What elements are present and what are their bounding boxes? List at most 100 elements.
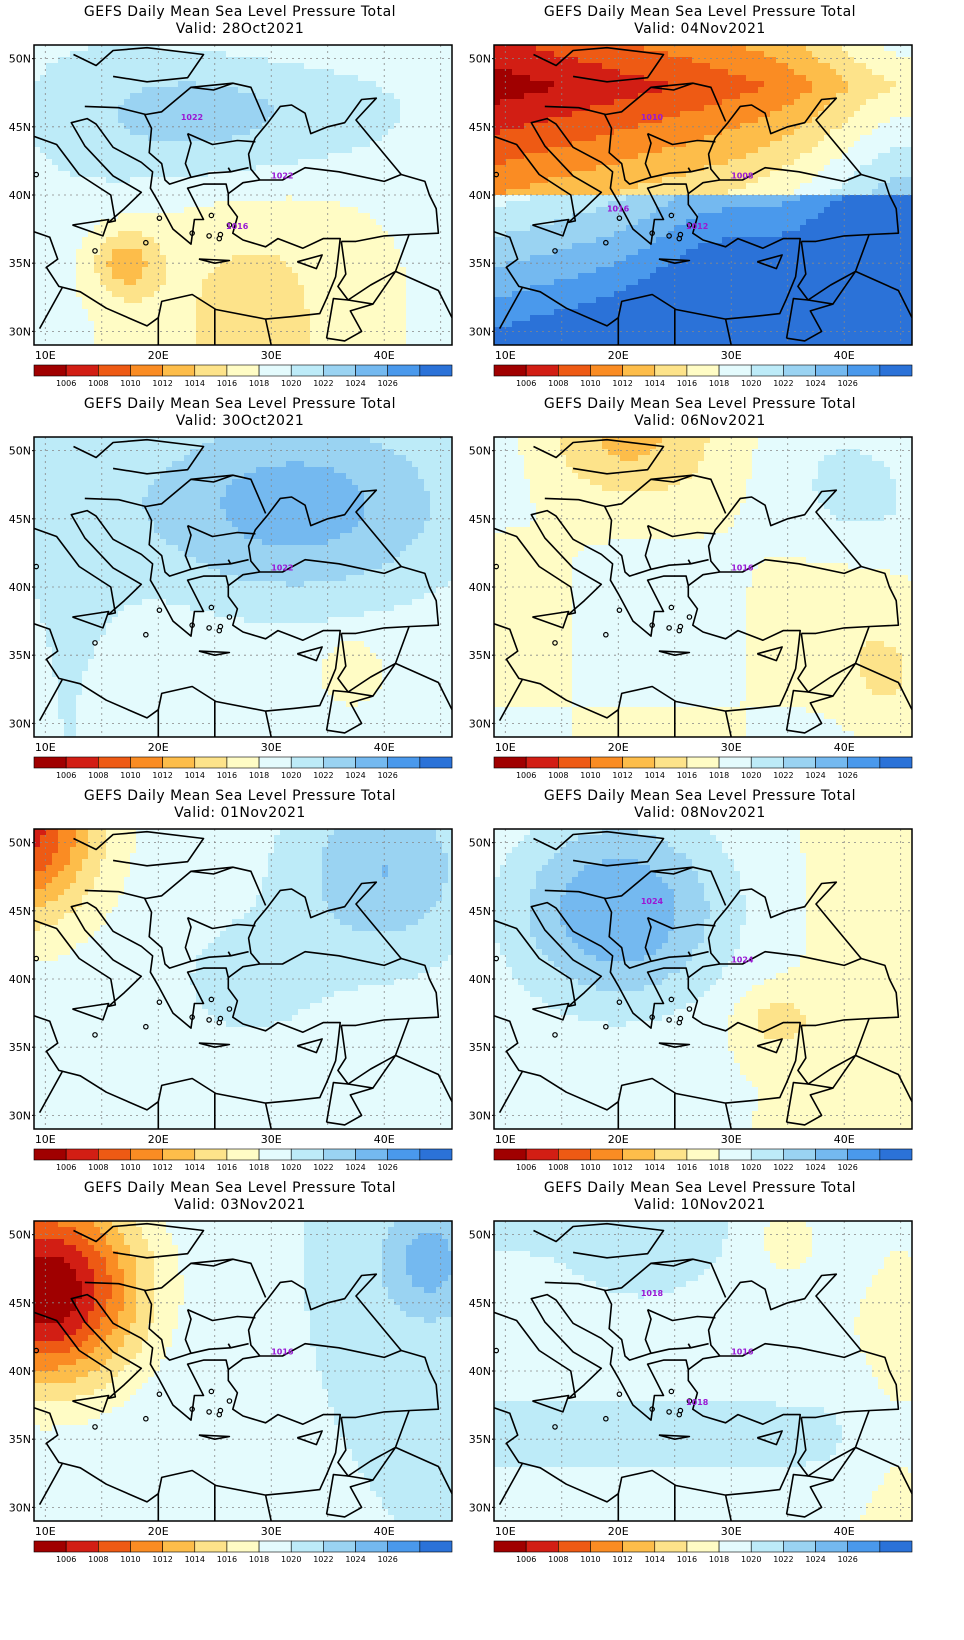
colorbar-label: 1026 — [378, 1555, 398, 1564]
colorbar-label: 1022 — [313, 1555, 333, 1564]
colorbar-label: 1018 — [249, 379, 269, 388]
colorbar-swatch — [718, 364, 752, 377]
lon-tick-label: 40E — [834, 741, 855, 754]
colorbar: 1006 1008 1010 1012 1014 1016 1018 1020 1022 1024… — [493, 1148, 913, 1172]
lat-tick-label: 35N — [9, 257, 31, 270]
colorbar-swatch — [750, 756, 784, 769]
map-panel: GEFS Daily Mean Sea Level Pressure Total… — [460, 0, 940, 410]
contour-label: 1010 — [641, 113, 664, 122]
lat-tick-label: 30N — [9, 325, 31, 338]
lat-tick-label: 45N — [9, 905, 31, 918]
colorbar-swatch — [558, 1148, 591, 1161]
colorbar-label: 1020 — [741, 1163, 761, 1172]
lon-tick-label: 20E — [608, 741, 629, 754]
colorbar-label: 1010 — [580, 771, 600, 780]
colorbar-swatch — [98, 1540, 131, 1553]
colorbar-swatch — [194, 364, 228, 377]
colorbar: 1006 1008 1010 1012 1014 1016 1018 1020 1022 1024… — [33, 364, 453, 388]
colorbar-swatch — [65, 364, 99, 377]
lat-tick-label: 45N — [9, 513, 31, 526]
colorbar-label: 1006 — [516, 1555, 536, 1564]
colorbar-swatch — [387, 1540, 421, 1553]
colorbar-label: 1020 — [281, 1163, 301, 1172]
lat-tick-label: 50N — [469, 445, 491, 458]
colorbar-label: 1012 — [152, 1163, 172, 1172]
colorbar-swatch — [879, 756, 913, 769]
colorbar-label: 1016 — [217, 1555, 237, 1564]
map-panel: GEFS Daily Mean Sea Level Pressure Total… — [0, 0, 480, 410]
colorbar-swatch — [718, 1148, 752, 1161]
panel-valid-date: Valid: 03Nov2021 — [0, 1197, 480, 1214]
lon-tick-label: 20E — [148, 1133, 169, 1146]
colorbar-label: 1022 — [773, 1555, 793, 1564]
colorbar-label: 1008 — [88, 771, 108, 780]
colorbar-label: 1014 — [645, 1163, 665, 1172]
colorbar-swatch — [686, 364, 720, 377]
lon-tick-label: 30E — [721, 349, 742, 362]
colorbar-swatch — [258, 1148, 292, 1161]
colorbar-label: 1006 — [56, 1163, 76, 1172]
colorbar-swatch — [226, 756, 260, 769]
colorbar-label: 1018 — [709, 379, 729, 388]
colorbar-label: 1012 — [612, 1163, 632, 1172]
colorbar-swatch — [65, 756, 99, 769]
lat-tick-label: 30N — [469, 1501, 491, 1514]
lat-tick-label: 50N — [469, 53, 491, 66]
colorbar-swatch — [783, 1148, 816, 1161]
coastlines — [494, 1222, 912, 1521]
lon-tick-label: 40E — [374, 1525, 395, 1538]
lon-tick-label: 30E — [721, 741, 742, 754]
colorbar-swatch — [654, 756, 688, 769]
lat-tick-label: 50N — [9, 445, 31, 458]
mslp-map: 1016 1018 1018 50N 45N 40N 35N 30N 10E 20E 30E 40E 1… — [469, 1220, 913, 1564]
contour-label: 1016 — [731, 1348, 754, 1357]
colorbar-swatch — [323, 1540, 356, 1553]
contour-label: 1008 — [731, 172, 754, 181]
panel-valid-date: Valid: 06Nov2021 — [460, 413, 940, 430]
colorbar-swatch — [290, 364, 324, 377]
contour-label: 1022 — [271, 564, 293, 573]
colorbar-label: 1016 — [677, 1555, 697, 1564]
pressure-field — [494, 829, 912, 1129]
colorbar-swatch — [419, 1148, 453, 1161]
lat-tick-label: 40N — [9, 189, 31, 202]
contour-label: 1018 — [641, 1289, 664, 1298]
colorbar-swatch — [194, 1540, 228, 1553]
colorbar-label: 1024 — [345, 771, 365, 780]
panel-valid-date: Valid: 08Nov2021 — [460, 805, 940, 822]
colorbar-swatch — [686, 1148, 720, 1161]
panel-title: GEFS Daily Mean Sea Level Pressure Total — [0, 4, 480, 21]
panel-title: GEFS Daily Mean Sea Level Pressure Total — [460, 4, 940, 21]
lat-tick-label: 50N — [9, 53, 31, 66]
coastlines — [494, 46, 912, 345]
lon-tick-label: 20E — [148, 741, 169, 754]
colorbar-swatch — [387, 1148, 421, 1161]
colorbar-swatch — [815, 1540, 848, 1553]
lon-tick-label: 20E — [148, 1525, 169, 1538]
colorbar-swatch — [493, 364, 527, 377]
colorbar-label: 1026 — [378, 1163, 398, 1172]
lon-tick-label: 20E — [608, 1133, 629, 1146]
colorbar-label: 1020 — [281, 1555, 301, 1564]
colorbar-swatch — [654, 364, 688, 377]
colorbar-swatch — [879, 1148, 913, 1161]
lat-tick-label: 40N — [469, 581, 491, 594]
colorbar-swatch — [525, 1540, 559, 1553]
colorbar-label: 1024 — [805, 1163, 825, 1172]
colorbar-swatch — [622, 1148, 656, 1161]
colorbar-label: 1026 — [838, 1555, 858, 1564]
colorbar-swatch — [290, 1148, 324, 1161]
lat-tick-label: 50N — [469, 1229, 491, 1242]
mslp-map: 1022 1022 1016 50N 45N 40N 35N 30N 10E 20E 30E 40E 1… — [9, 44, 453, 388]
colorbar-swatch — [493, 1148, 527, 1161]
colorbar-swatch — [879, 364, 913, 377]
lon-tick-label: 10E — [495, 1525, 516, 1538]
lat-tick-label: 35N — [9, 1041, 31, 1054]
panel-title: GEFS Daily Mean Sea Level Pressure Total — [0, 1180, 480, 1197]
colorbar-label: 1006 — [56, 1555, 76, 1564]
colorbar-swatch — [750, 1148, 784, 1161]
colorbar-label: 1024 — [345, 1163, 365, 1172]
colorbar-swatch — [590, 1540, 623, 1553]
colorbar-label: 1022 — [773, 379, 793, 388]
